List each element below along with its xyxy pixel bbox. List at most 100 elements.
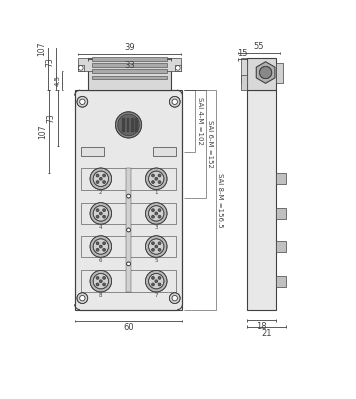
Circle shape — [148, 171, 164, 186]
Circle shape — [103, 181, 105, 184]
Circle shape — [96, 249, 99, 251]
Bar — [78, 65, 84, 71]
Circle shape — [155, 178, 158, 180]
Bar — [91, 75, 167, 79]
Bar — [91, 57, 167, 61]
Circle shape — [93, 206, 109, 221]
Circle shape — [127, 262, 131, 266]
Text: 73: 73 — [45, 57, 54, 67]
Bar — [276, 63, 283, 83]
Circle shape — [146, 203, 167, 224]
Circle shape — [152, 249, 155, 251]
Circle shape — [103, 209, 105, 211]
Circle shape — [103, 277, 105, 279]
Circle shape — [169, 97, 180, 107]
Circle shape — [93, 239, 109, 254]
Bar — [241, 58, 247, 83]
Circle shape — [103, 215, 105, 218]
Text: 7: 7 — [155, 293, 158, 298]
Circle shape — [90, 236, 112, 257]
Text: 5: 5 — [155, 258, 158, 263]
Bar — [91, 63, 167, 67]
Text: 107: 107 — [38, 124, 47, 139]
Bar — [126, 168, 131, 292]
Circle shape — [90, 271, 112, 292]
Circle shape — [77, 293, 88, 304]
Circle shape — [96, 215, 99, 218]
Bar — [241, 75, 247, 90]
Circle shape — [172, 99, 177, 105]
Circle shape — [152, 215, 155, 218]
Circle shape — [127, 194, 131, 198]
Circle shape — [260, 66, 272, 79]
Text: 18: 18 — [256, 322, 267, 332]
Circle shape — [152, 174, 155, 177]
Circle shape — [152, 209, 155, 211]
Bar — [247, 58, 276, 90]
Text: 39: 39 — [124, 43, 135, 52]
Polygon shape — [256, 62, 275, 83]
Circle shape — [103, 249, 105, 251]
Text: 73: 73 — [47, 113, 56, 123]
Bar — [81, 271, 176, 292]
Text: 55: 55 — [254, 42, 264, 51]
Circle shape — [169, 293, 180, 304]
Circle shape — [96, 242, 99, 245]
Circle shape — [103, 242, 105, 245]
Circle shape — [152, 181, 155, 184]
Bar — [276, 174, 286, 184]
Bar — [153, 147, 176, 156]
Bar — [247, 90, 276, 310]
Bar — [81, 203, 176, 224]
Circle shape — [152, 283, 155, 286]
Circle shape — [99, 245, 102, 248]
Bar — [81, 168, 176, 190]
Text: SAI 6-M =152: SAI 6-M =152 — [207, 120, 213, 168]
Bar — [135, 118, 138, 132]
Circle shape — [80, 295, 85, 301]
Circle shape — [158, 174, 161, 177]
Circle shape — [127, 228, 131, 232]
Circle shape — [99, 280, 102, 282]
Circle shape — [148, 239, 164, 254]
Circle shape — [118, 114, 139, 136]
Text: 3: 3 — [155, 225, 158, 230]
Circle shape — [152, 242, 155, 245]
Bar — [175, 65, 181, 71]
Circle shape — [158, 242, 161, 245]
Circle shape — [93, 273, 109, 289]
Circle shape — [96, 277, 99, 279]
Circle shape — [96, 174, 99, 177]
Bar — [91, 69, 167, 73]
Circle shape — [90, 168, 112, 190]
Text: 8: 8 — [99, 293, 103, 298]
Circle shape — [80, 99, 85, 105]
Text: 2: 2 — [99, 190, 103, 196]
Text: SAI 8-M =156.5: SAI 8-M =156.5 — [217, 173, 223, 227]
Bar — [81, 147, 104, 156]
Circle shape — [96, 181, 99, 184]
Circle shape — [103, 174, 105, 177]
Bar — [75, 90, 182, 310]
Text: 33: 33 — [124, 61, 135, 70]
Text: SAI 4-M =102: SAI 4-M =102 — [197, 97, 203, 145]
Bar — [122, 118, 125, 132]
Bar — [81, 236, 176, 257]
Circle shape — [155, 212, 158, 215]
Circle shape — [146, 236, 167, 257]
Circle shape — [158, 215, 161, 218]
Bar — [276, 208, 286, 219]
Circle shape — [148, 273, 164, 289]
Text: 107: 107 — [37, 42, 47, 56]
Bar — [127, 118, 129, 132]
Text: 6: 6 — [99, 258, 103, 263]
Text: 60: 60 — [123, 323, 134, 332]
Circle shape — [99, 178, 102, 180]
Circle shape — [96, 209, 99, 211]
Text: 21: 21 — [261, 328, 272, 338]
Circle shape — [158, 209, 161, 211]
Bar — [88, 58, 171, 90]
Circle shape — [103, 283, 105, 286]
Text: 4.5: 4.5 — [55, 75, 61, 86]
Circle shape — [176, 65, 180, 70]
